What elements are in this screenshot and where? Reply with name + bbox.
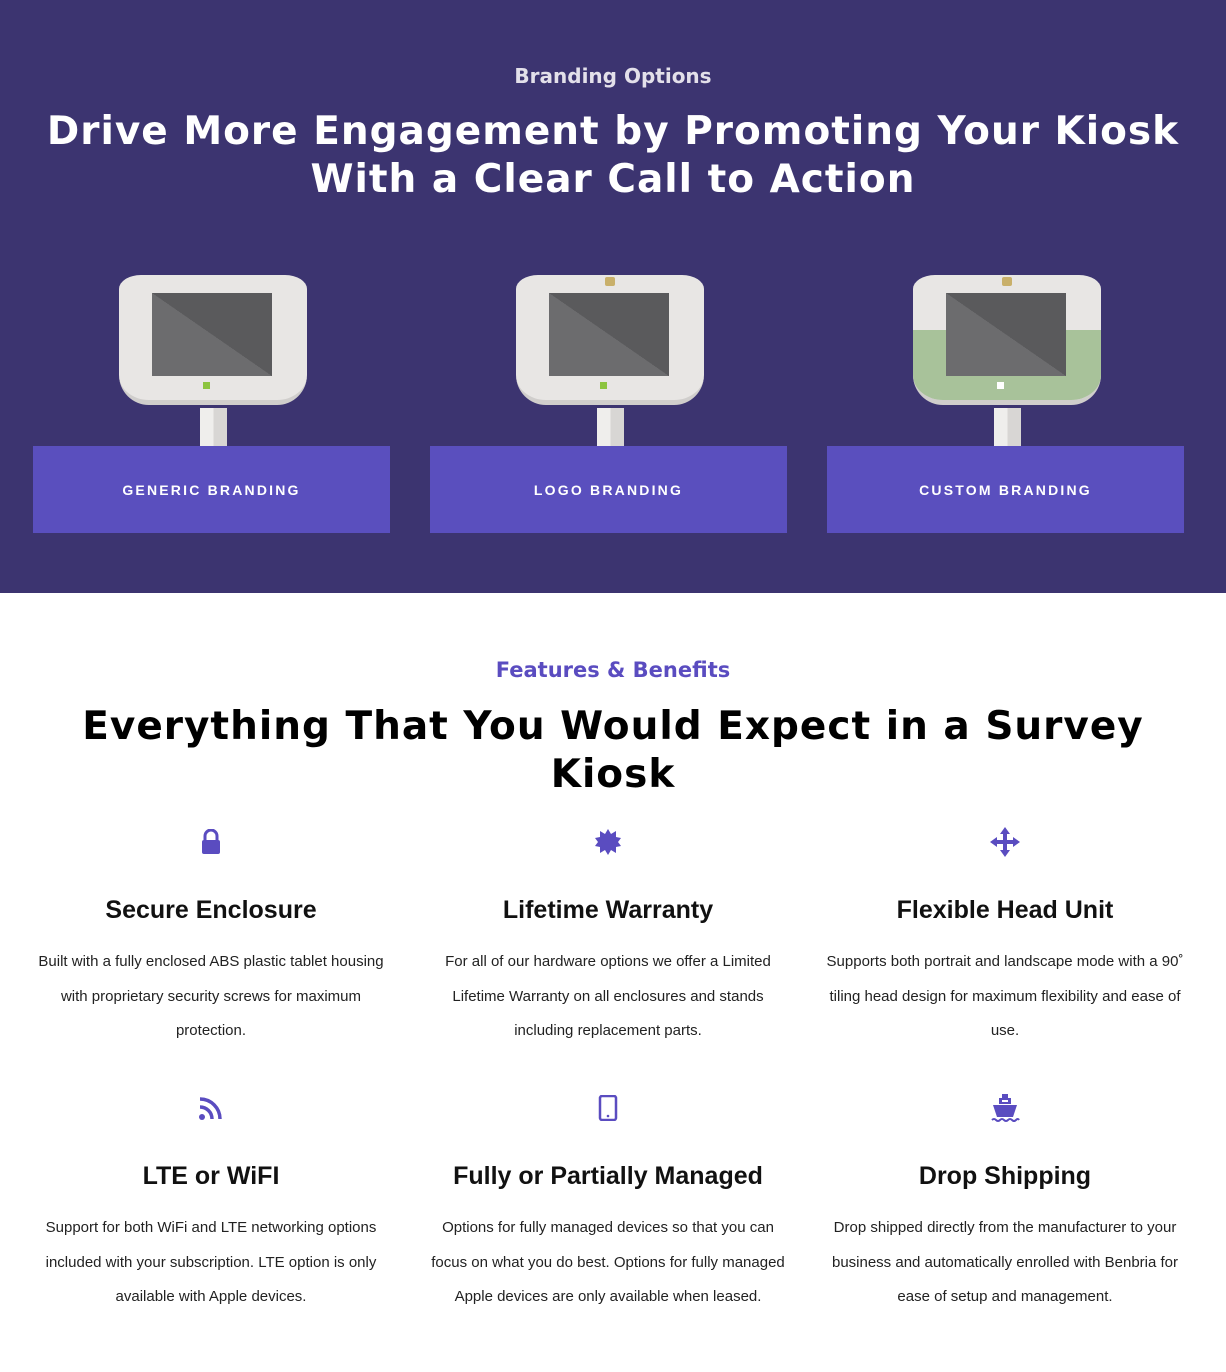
kiosk-image-generic — [33, 270, 390, 446]
arrows-move-icon — [825, 827, 1185, 857]
feature-title: Lifetime Warranty — [502, 896, 714, 924]
feature-lifetime-warranty: Lifetime Warranty For all of our hardwar… — [428, 827, 788, 1049]
section-eyebrow: Branding Options — [514, 64, 712, 88]
branding-section: Branding Options Drive More Engagement b… — [0, 0, 1226, 593]
generic-branding-button[interactable]: Generic Branding — [33, 446, 390, 533]
kiosk-image-logo — [430, 270, 787, 446]
feature-flexible-head: Flexible Head Unit Supports both portrai… — [825, 827, 1185, 1049]
certificate-icon — [428, 827, 788, 857]
feature-text: Supports both portrait and landscape mod… — [826, 953, 1184, 1039]
feature-text: Drop shipped directly from the manufactu… — [831, 1219, 1179, 1305]
feature-drop-shipping: Drop Shipping Drop shipped directly from… — [825, 1093, 1185, 1315]
feature-text: For all of our hardware options we offer… — [445, 953, 771, 1039]
feature-title: Fully or Partially Managed — [453, 1162, 763, 1190]
feature-managed: Fully or Partially Managed Options for f… — [428, 1093, 788, 1315]
feature-lte-wifi: LTE or WiFI Support for both WiFi and LT… — [31, 1093, 391, 1315]
feature-text: Support for both WiFi and LTE networking… — [45, 1219, 377, 1305]
feature-secure-enclosure: Secure Enclosure Built with a fully encl… — [31, 827, 391, 1049]
feature-title: Secure Enclosure — [105, 896, 317, 924]
feature-text: Built with a fully enclosed ABS plastic … — [38, 953, 384, 1039]
feature-title: Flexible Head Unit — [896, 896, 1114, 924]
feature-title: Drop Shipping — [918, 1162, 1092, 1190]
rss-icon — [31, 1093, 391, 1123]
logo-branding-button[interactable]: Logo Branding — [430, 446, 787, 533]
branding-card-generic: Generic Branding — [33, 270, 390, 533]
lock-icon — [31, 827, 391, 857]
custom-branding-button[interactable]: Custom Branding — [827, 446, 1184, 533]
section-title: Drive More Engagement by Promoting Your … — [46, 109, 1180, 202]
feature-title: LTE or WiFI — [142, 1162, 280, 1190]
ship-icon — [825, 1093, 1185, 1123]
tablet-icon — [428, 1093, 788, 1123]
branding-card-custom: Custom Branding — [827, 270, 1184, 533]
branding-card-logo: Logo Branding — [430, 270, 787, 533]
feature-text: Options for fully managed devices so tha… — [431, 1219, 785, 1305]
features-title: Everything That You Would Expect in a Su… — [82, 704, 1144, 797]
features-eyebrow: Features & Benefits — [495, 658, 731, 682]
kiosk-image-custom — [827, 270, 1184, 446]
